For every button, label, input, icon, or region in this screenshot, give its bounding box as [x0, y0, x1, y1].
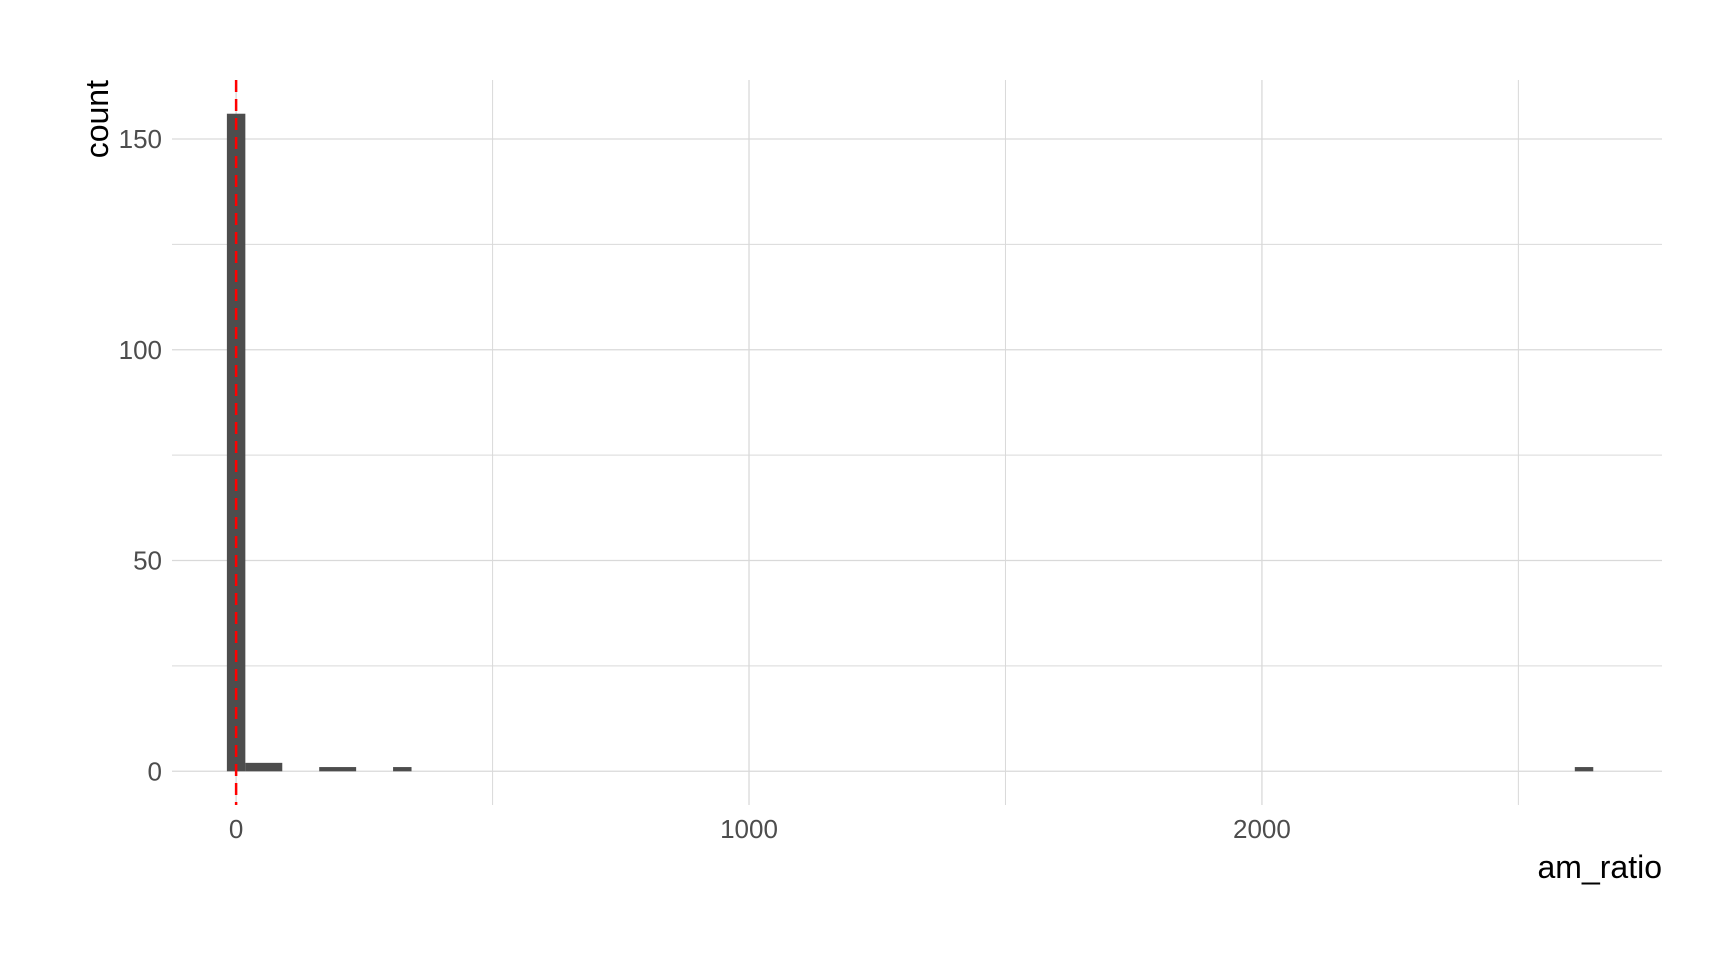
histogram-bar [1574, 767, 1594, 772]
y-tick-label: 150 [119, 124, 162, 154]
x-tick-label: 2000 [1233, 814, 1291, 844]
grid-lines [172, 80, 1662, 805]
y-tick-label: 100 [119, 335, 162, 365]
axis-ticks: 0 1000 2000 0 50 100 150 [119, 124, 1291, 844]
histogram-bars [226, 113, 1594, 772]
y-axis-title: count [79, 80, 115, 158]
histogram-bar [245, 762, 283, 772]
x-tick-label: 1000 [720, 814, 778, 844]
y-tick-label: 0 [148, 756, 162, 786]
x-tick-label: 0 [229, 814, 243, 844]
histogram-bar [319, 767, 357, 772]
y-tick-label: 50 [133, 546, 162, 576]
histogram-bar [393, 767, 412, 772]
x-axis-title: am_ratio [1538, 849, 1663, 885]
